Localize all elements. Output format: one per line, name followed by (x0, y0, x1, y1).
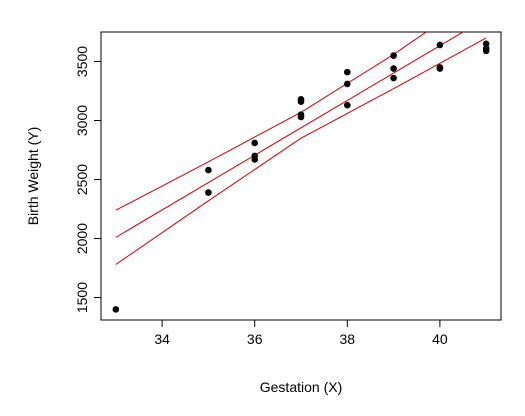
data-point (390, 52, 397, 59)
y-tick-label: 2500 (74, 164, 90, 195)
data-point (297, 113, 305, 121)
y-tick-label: 1500 (74, 282, 90, 313)
plot-box (100, 31, 502, 321)
x-axis-label: Gestation (X) (260, 379, 342, 395)
x-tick-label: 38 (340, 331, 356, 347)
data-point (251, 156, 259, 163)
x-tick-label: 36 (247, 331, 263, 347)
x-tick-label: 40 (432, 331, 448, 347)
data-point (251, 139, 259, 147)
data-point (436, 41, 444, 49)
data-point (343, 80, 351, 88)
plot-area (115, 32, 487, 265)
data-point (297, 98, 305, 105)
data-point (343, 101, 351, 109)
data-point (390, 65, 397, 72)
data-point (390, 74, 397, 82)
x-tick-label: 34 (154, 331, 170, 347)
data-point (482, 47, 490, 55)
y-axis-label: Birth Weight (Y) (25, 127, 41, 226)
y-tick-label: 3500 (74, 46, 90, 77)
data-point (205, 166, 212, 174)
data-point (482, 40, 490, 48)
data-point (112, 306, 120, 313)
data-point (436, 65, 444, 72)
fit-line (115, 32, 465, 238)
fit-line (115, 37, 487, 265)
y-tick-label: 3000 (74, 105, 90, 136)
data-point (205, 189, 212, 196)
y-tick-label: 2000 (74, 223, 90, 254)
data-point (343, 68, 351, 76)
